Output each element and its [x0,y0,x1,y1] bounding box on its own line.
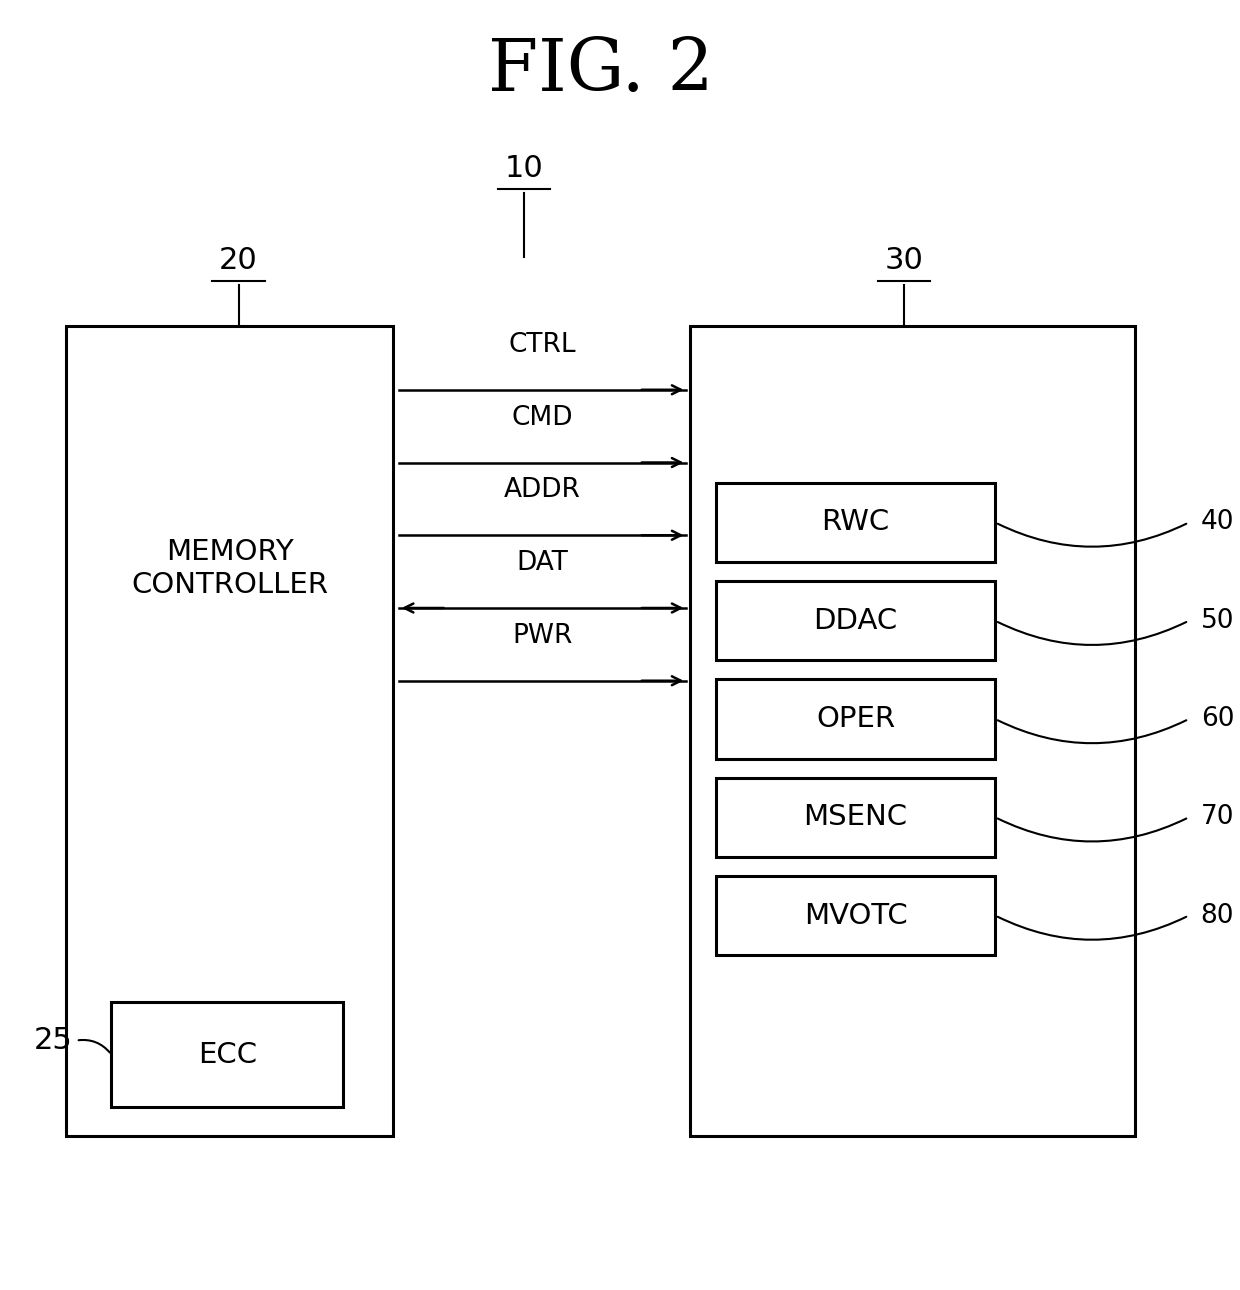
Text: PWR: PWR [512,623,573,649]
Text: 25: 25 [33,1026,72,1055]
Text: MSENC: MSENC [804,804,908,831]
Bar [66,326,393,1136]
Text: ADDR: ADDR [505,477,582,503]
Text: FIG. 2: FIG. 2 [489,36,714,106]
Bar [715,482,996,562]
Text: RWC: RWC [822,508,890,537]
Text: OPER: OPER [816,706,895,733]
Text: 10: 10 [505,154,543,183]
Bar [112,1002,343,1107]
Text: 40: 40 [1200,510,1234,535]
Text: 30: 30 [884,246,923,275]
Bar [715,582,996,660]
Text: 70: 70 [1200,804,1234,831]
Bar [715,876,996,955]
Text: MEMORY
CONTROLLER: MEMORY CONTROLLER [131,538,329,599]
Bar [715,680,996,759]
Bar [689,326,1136,1136]
Text: 50: 50 [1200,608,1234,633]
Text: 20: 20 [219,246,258,275]
Text: ECC: ECC [197,1041,257,1068]
Text: MVOTC: MVOTC [804,902,908,930]
Text: MEMORY
DEVICE: MEMORY DEVICE [848,488,976,547]
Text: CTRL: CTRL [508,332,577,357]
Text: DDAC: DDAC [813,606,898,635]
Text: 60: 60 [1200,706,1234,731]
Text: 80: 80 [1200,903,1234,929]
Text: CMD: CMD [512,405,573,431]
Bar [715,778,996,857]
Text: DAT: DAT [517,550,569,577]
